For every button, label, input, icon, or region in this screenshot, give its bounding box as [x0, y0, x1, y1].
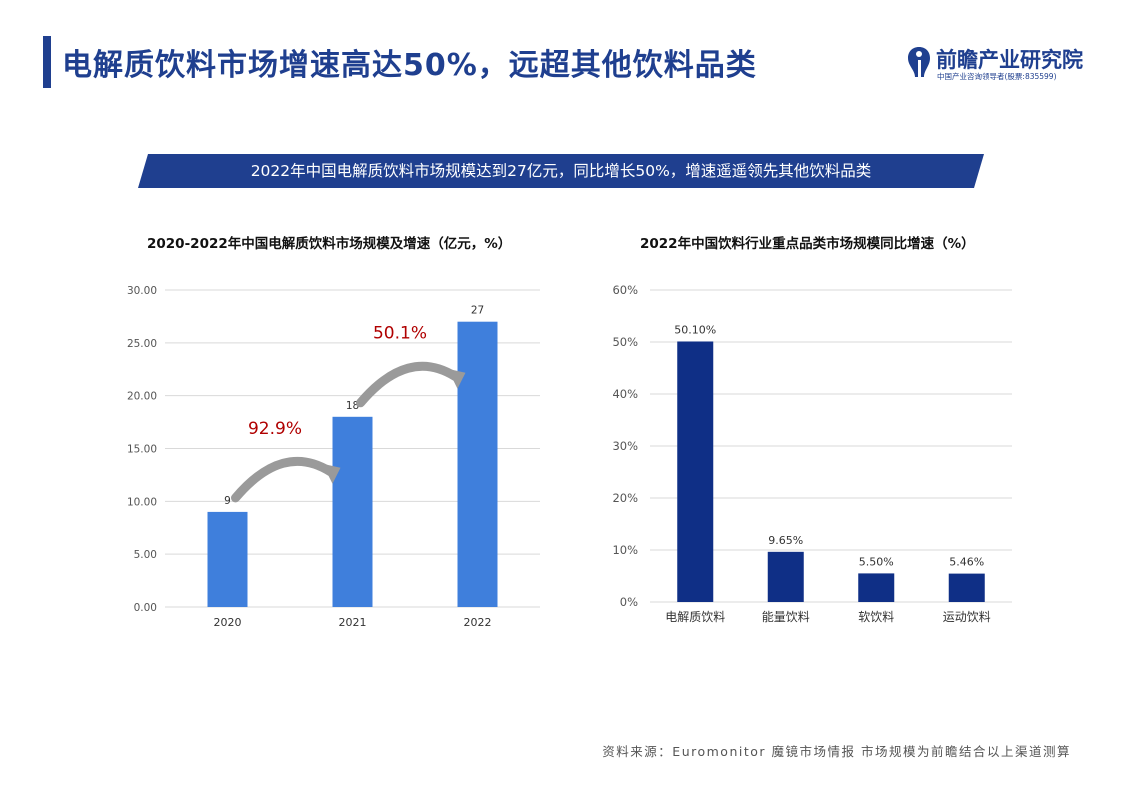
y-tick-label: 25.00 — [127, 338, 157, 350]
bar-2022 — [457, 321, 498, 607]
growth-arrow — [231, 456, 335, 503]
y-tick-label: 5.00 — [134, 549, 157, 561]
bar-软饮料 — [858, 573, 895, 602]
x-tick-label: 能量饮料 — [762, 610, 810, 624]
bar-电解质饮料 — [677, 341, 714, 602]
bar-2021 — [332, 416, 373, 607]
x-tick-label: 2021 — [339, 616, 367, 629]
data-label: 9.65% — [768, 534, 803, 547]
data-label: 9 — [224, 495, 231, 507]
data-label: 18 — [346, 400, 359, 412]
source-note: 资料来源：Euromonitor 魔镜市场情报 市场规模为前瞻结合以上渠道测算 — [602, 744, 1071, 759]
y-tick-label: 20% — [612, 491, 638, 505]
y-tick-label: 0.00 — [134, 602, 157, 614]
y-tick-label: 50% — [612, 335, 638, 349]
y-tick-label: 0% — [620, 595, 638, 609]
logo-name: 前瞻产业研究院 — [936, 48, 1083, 72]
growth-label: 92.9% — [248, 419, 302, 439]
banner-text: 2022年中国电解质饮料市场规模达到27亿元，同比增长50%，增速遥遥领先其他饮… — [250, 162, 872, 180]
x-tick-label: 电解质饮料 — [665, 610, 725, 624]
y-tick-label: 40% — [612, 387, 638, 401]
bar-2020 — [207, 511, 248, 607]
arrow-head-icon — [447, 368, 466, 389]
data-label: 5.46% — [949, 556, 984, 569]
y-tick-label: 10.00 — [127, 496, 157, 508]
bar-运动饮料 — [948, 573, 985, 602]
y-tick-label: 60% — [612, 283, 638, 297]
growth-label: 50.1% — [373, 324, 427, 344]
logo-subtitle: 中国产业咨询领导者(股票:835599) — [937, 72, 1057, 81]
data-label: 5.50% — [859, 555, 894, 568]
y-tick-label: 30% — [612, 439, 638, 453]
y-tick-label: 15.00 — [127, 444, 157, 456]
arrow-head-icon — [322, 463, 341, 484]
chart-title-growth: 2022年中国饮料行业重点品类市场规模同比增速（%） — [640, 236, 975, 252]
banner-shape — [138, 154, 984, 188]
page-title: 电解质饮料市场增速高达50%，远超其他饮料品类 — [62, 48, 757, 83]
x-tick-label: 2020 — [214, 616, 242, 629]
title-accent-bar — [43, 36, 51, 88]
y-tick-label: 20.00 — [127, 391, 157, 403]
summary-banner: 2022年中国电解质饮料市场规模达到27亿元，同比增长50%，增速遥遥领先其他饮… — [138, 154, 984, 188]
data-label: 50.10% — [674, 323, 716, 336]
x-tick-label: 运动饮料 — [943, 610, 991, 624]
brand-logo: 前瞻产业研究院 中国产业咨询领导者(股票:835599) — [906, 44, 1096, 84]
y-tick-label: 30.00 — [127, 285, 157, 297]
bar-能量饮料 — [767, 551, 804, 602]
y-tick-label: 10% — [612, 543, 638, 557]
logo-icon — [908, 47, 930, 77]
growth-arrow — [356, 361, 460, 408]
chart-title-market-size: 2020-2022年中国电解质饮料市场规模及增速（亿元，%） — [147, 236, 512, 252]
data-label: 27 — [471, 305, 484, 317]
x-tick-label: 软饮料 — [858, 610, 894, 624]
x-tick-label: 2022 — [464, 616, 492, 629]
